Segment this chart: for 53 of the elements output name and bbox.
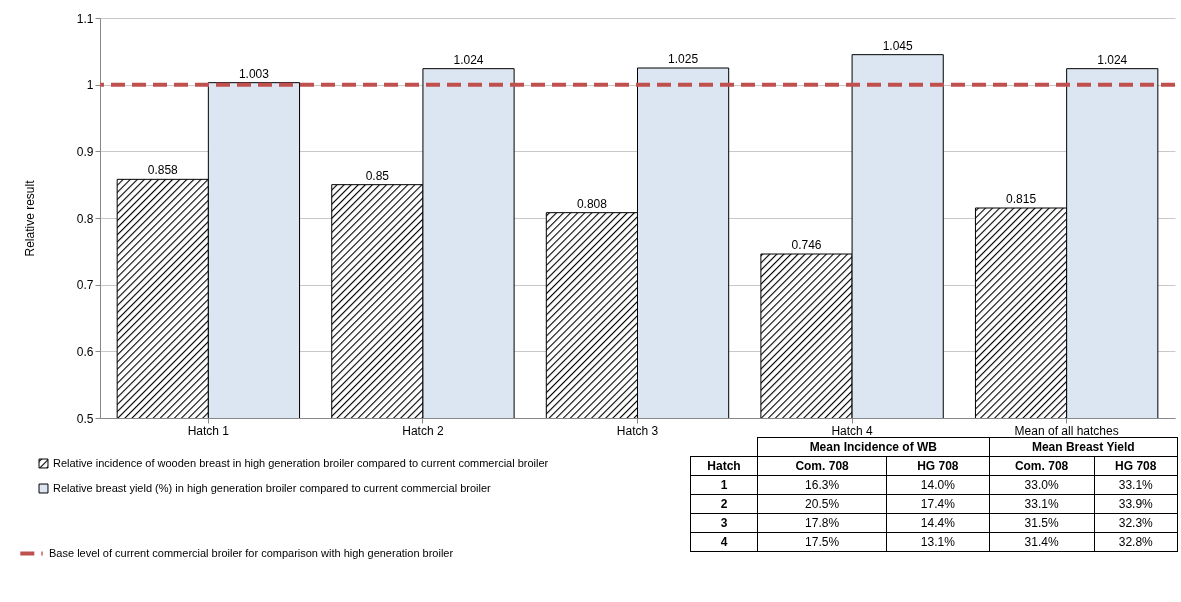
y-tick-label: 0.5	[76, 411, 94, 426]
text: 31.5%	[989, 513, 1095, 533]
text: Hatch	[690, 456, 758, 476]
data-label: 0.815	[1006, 192, 1037, 206]
text: 33.1%	[1094, 475, 1178, 495]
y-tick-label: 0.9	[76, 144, 94, 159]
text: 14.4%	[886, 513, 990, 533]
y-tick-label: 0.8	[76, 211, 94, 226]
text: 31.4%	[989, 532, 1095, 552]
data-label: 0.858	[147, 163, 179, 178]
x-tick-label: Hatch 1	[187, 423, 230, 438]
text: 33.9%	[1094, 494, 1178, 514]
y-tick-label: 0.6	[76, 344, 94, 359]
text: 17.5%	[757, 532, 887, 552]
text: Com. 708	[989, 456, 1095, 476]
text: 13.1%	[886, 532, 990, 552]
legend-label: Relative incidence of wooden breast in high generation broiler compared to current commercial broiler	[53, 456, 549, 469]
text: HG 708	[886, 456, 990, 476]
data-label: 0.746	[791, 238, 822, 252]
text: HG 708	[1094, 456, 1178, 476]
text: 4	[690, 532, 758, 552]
x-tick-label: Hatch 3	[616, 423, 659, 438]
text: 33.1%	[989, 494, 1095, 514]
text: Mean Breast Yield	[989, 437, 1178, 457]
text: 16.3%	[757, 475, 887, 495]
text: 32.3%	[1094, 513, 1178, 533]
text: 1	[690, 475, 758, 495]
y-tick-label: 1.1	[76, 11, 94, 26]
text: Mean Incidence of WB	[757, 437, 990, 457]
data-label: 1.045	[882, 38, 914, 53]
x-tick-label: Mean of all hatches	[1014, 423, 1119, 438]
y-axis-title: Relative result	[22, 179, 37, 257]
text: 20.5%	[757, 494, 887, 514]
text: 33.0%	[989, 475, 1095, 495]
text: 3	[690, 513, 758, 533]
text: 17.8%	[757, 513, 887, 533]
text: 17.4%	[886, 494, 990, 514]
text: 32.8%	[1094, 532, 1178, 552]
x-tick-label: Hatch 2	[402, 423, 444, 438]
data-label: 0.808	[576, 196, 608, 211]
data-label: 1.025	[668, 52, 699, 66]
data-label: 1.024	[453, 52, 484, 67]
data-label: 0.85	[365, 168, 390, 183]
text: Com. 708	[757, 456, 887, 476]
y-tick-label: 1	[86, 78, 94, 93]
text: 14.0%	[886, 475, 990, 495]
legend-label: Relative breast yield (%) in high generation broiler compared to current commercial broiler	[53, 481, 492, 494]
x-tick-label: Hatch 4	[831, 423, 874, 438]
data-label: 1.024	[1097, 52, 1128, 67]
legend-label: Base level of current commercial broiler for comparison with high generation broiler	[49, 546, 454, 559]
text: 2	[690, 494, 758, 514]
y-tick-label: 0.7	[76, 278, 94, 293]
data-label: 1.003	[238, 66, 270, 81]
